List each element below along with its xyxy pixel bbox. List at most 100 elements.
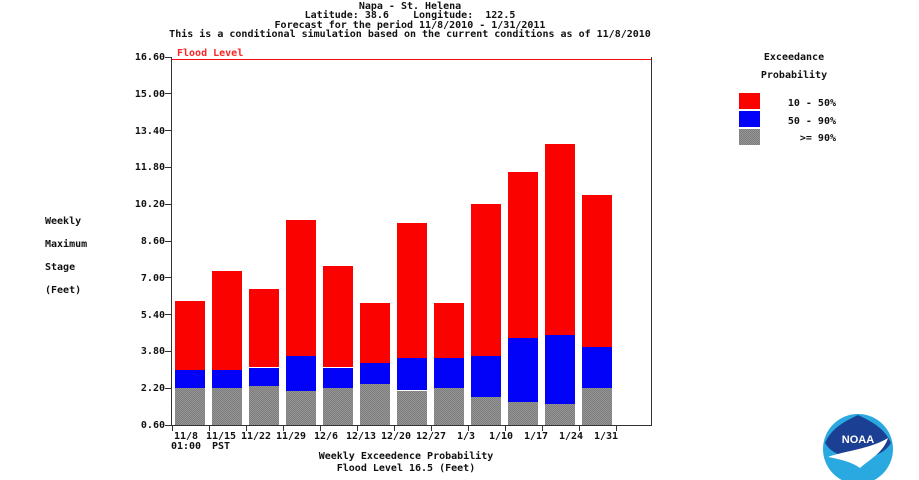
bar-1-3-1-10-segment: [470, 397, 501, 425]
y-axis-tick-label: 2.20: [140, 383, 165, 395]
y-axis-tick-label: 11.80: [134, 162, 165, 174]
bar-12-20-12-27-segment: [396, 390, 427, 425]
legend-swatch-2: [739, 111, 760, 127]
x-axis-tick: [542, 426, 543, 431]
bar-11-15-11-22-segment: [211, 270, 242, 370]
chart-title-line3: Forecast for the period 11/8/2010 - 1/31…: [274, 19, 546, 31]
bar-1-17-1-24-segment: [544, 404, 575, 425]
x-tick-label-11-29: 11/29: [275, 431, 307, 442]
y-axis-tick-label: 7.00: [140, 272, 165, 284]
x-axis-tick: [431, 426, 432, 431]
x-axis-tick: [246, 426, 247, 431]
bar-11-29-12-6-segment: [285, 356, 316, 391]
chart-title-line1: Napa - St. Helena: [358, 1, 462, 12]
x-tick-label-1-10: 1/10: [488, 431, 514, 442]
x-axis-tick: [172, 426, 173, 431]
y-axis-tick-label: 13.40: [134, 125, 165, 137]
bar-12-27-1-3-segment: [433, 303, 464, 359]
noaa-logo-gull: [828, 438, 888, 468]
y-axis-tick: [165, 314, 171, 316]
y-axis-tick: [165, 387, 171, 389]
x-tick-label-11-22: 11/22: [240, 431, 272, 442]
legend-label-3: >= 90%: [799, 133, 836, 144]
x-axis-tick: [505, 426, 506, 431]
bar-12-20-12-27-segment: [396, 222, 427, 359]
y-axis-tick-label: 8.60: [140, 236, 165, 247]
x-tick-label-12-13: 12/13: [345, 431, 377, 442]
legend-title-line2: Probability: [760, 70, 828, 81]
flood-level-line: [172, 59, 651, 60]
y-axis-tick: [165, 277, 171, 279]
bar-11-15-11-22-segment: [211, 369, 242, 389]
y-axis-tick-label: 15.00: [134, 88, 165, 100]
bar-12-20-12-27-segment: [396, 358, 427, 391]
bar-12-27-1-3-segment: [433, 358, 464, 389]
y-axis-tick: [165, 350, 171, 352]
x-axis-caption: Weekly Exceedence Probability Flood Leve…: [171, 451, 641, 475]
bar-12-6-12-13-segment: [322, 388, 353, 425]
bar-11-8-11-15-segment: [174, 369, 205, 389]
legend-swatch-3: [739, 129, 760, 145]
bar-12-13-12-20-segment: [359, 303, 390, 363]
x-tick-label-11-15: 11/15: [205, 431, 237, 442]
bar-1-10-1-17-segment: [507, 337, 538, 402]
y-axis-tick: [165, 240, 171, 242]
y-axis-tick: [165, 130, 171, 132]
bar-12-6-12-13-segment: [322, 367, 353, 389]
bar-11-22-11-29-segment: [248, 385, 279, 425]
bar-1-24-1-31-segment: [581, 195, 612, 347]
y-axis-title-line: (Feet): [45, 285, 82, 296]
bar-12-27-1-3-segment: [433, 388, 464, 425]
x-tick-label-12-6: 12/6: [313, 431, 339, 442]
bar-12-6-12-13-segment: [322, 266, 353, 368]
x-axis-caption-line1: Weekly Exceedence Probability: [318, 451, 494, 462]
y-axis-tick-label: 5.40: [140, 309, 165, 321]
x-axis-tick: [394, 426, 395, 431]
bar-12-13-12-20-segment: [359, 383, 390, 425]
y-axis-tick: [165, 166, 171, 168]
legend-swatch-1: [739, 93, 760, 109]
x-tick-label-1-17: 1/17: [523, 431, 549, 442]
bar-1-3-1-10-segment: [470, 356, 501, 398]
bar-1-17-1-24-segment: [544, 335, 575, 405]
bar-1-24-1-31-segment: [581, 346, 612, 389]
y-axis-tick-label: 10.20: [134, 199, 165, 211]
chart-title: Napa - St. Helena Latitude: 38.6 Longitu…: [169, 1, 651, 40]
bar-11-29-12-6-segment: [285, 220, 316, 356]
x-axis-tick: [357, 426, 358, 431]
bar-11-29-12-6-segment: [285, 390, 316, 425]
y-axis-title: Weekly Maximum Stage (Feet): [45, 210, 87, 302]
bar-11-22-11-29-segment: [248, 289, 279, 368]
x-tick-label-1-31: 1/31: [593, 431, 619, 442]
y-axis-tick: [165, 56, 171, 58]
x-tick-label-1-3: 1/3: [456, 431, 476, 442]
x-axis-caption-line2: Flood Level 16.5 (Feet): [336, 463, 476, 474]
bar-11-8-11-15-segment: [174, 300, 205, 370]
bar-1-3-1-10-segment: [470, 204, 501, 356]
x-axis-sub-label: PST: [211, 441, 231, 452]
x-tick-label-12-27: 12/27: [415, 431, 447, 442]
bar-1-10-1-17-segment: [507, 402, 538, 425]
x-axis-tick: [616, 426, 617, 431]
y-axis-title-line: Maximum: [45, 239, 88, 250]
bar-1-17-1-24-segment: [544, 144, 575, 336]
x-axis-tick: [283, 426, 284, 431]
y-axis-title-line: Stage: [45, 262, 76, 273]
y-axis-tick: [165, 203, 171, 205]
x-axis-sub-label: 01:00: [170, 441, 202, 452]
legend-title: Exceedance Probability: [737, 49, 851, 85]
x-axis-tick: [209, 426, 210, 431]
legend-label-1: 10 - 50%: [787, 98, 836, 109]
y-axis-title-line: Weekly: [45, 216, 82, 227]
x-tick-label-12-20: 12/20: [380, 431, 412, 442]
x-tick-label-1-24: 1/24: [558, 431, 584, 442]
y-axis-tick: [165, 424, 171, 426]
noaa-logo: NOAA: [823, 414, 893, 480]
x-axis-tick: [579, 426, 580, 431]
x-axis-tick: [320, 426, 321, 431]
x-tick-label-11-8: 11/8: [173, 431, 199, 442]
y-axis-tick: [165, 93, 171, 95]
bar-11-22-11-29-segment: [248, 367, 279, 386]
y-axis-tick-label: 3.80: [140, 346, 165, 358]
